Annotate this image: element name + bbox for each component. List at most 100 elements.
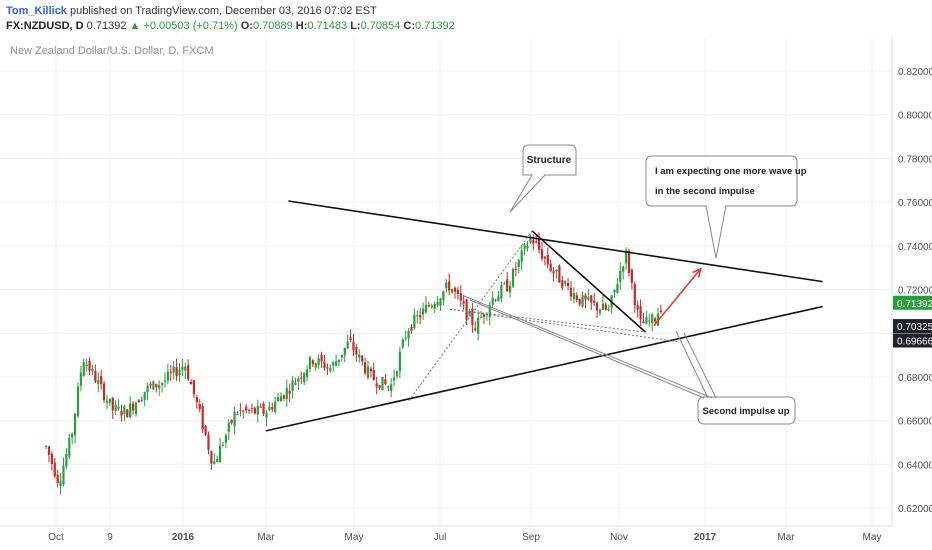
candle-body: [555, 269, 558, 272]
candle-body: [619, 271, 622, 283]
expect-callout-line2: in the second impulse: [655, 186, 755, 197]
candle-body: [221, 444, 225, 446]
symbol-label: FX:NZDUSD, D: [6, 20, 84, 32]
candle-body: [94, 371, 97, 382]
candle-body: [427, 305, 430, 307]
candle-body: [166, 371, 169, 381]
publish-line: Tom_Killick published on TradingView.com…: [6, 5, 377, 17]
candle-body: [276, 397, 280, 402]
candle-body: [239, 410, 242, 412]
candle-body: [366, 366, 370, 378]
candle-body: [349, 337, 352, 341]
candle-body: [175, 367, 178, 377]
candle-body: [593, 300, 596, 303]
x-tick-label: Oct: [48, 532, 64, 543]
low-label: L:: [350, 20, 361, 32]
author-link[interactable]: Tom_Killick: [6, 5, 67, 17]
candle-body: [129, 403, 132, 418]
candle-body: [213, 461, 216, 464]
candle-body: [265, 413, 268, 418]
price-tag-box: [893, 295, 932, 310]
candle-body: [448, 281, 451, 291]
candle-body: [627, 250, 631, 273]
candle-body: [143, 391, 146, 400]
candle-body: [230, 419, 233, 423]
candle-body: [155, 383, 158, 388]
candle-body: [598, 309, 602, 313]
candle-body: [506, 279, 509, 292]
y-tick-label: 0.82000: [898, 67, 932, 78]
trendline-lower: [265, 305, 823, 432]
candle-body: [198, 403, 201, 409]
candle-body: [123, 406, 126, 415]
impulse-pointer-line: [683, 332, 717, 399]
candle-body: [291, 380, 294, 391]
ohlc-line: FX:NZDUSD, D 0.71392 ▲ +0.00503 (+0.71%)…: [6, 20, 455, 32]
x-tick-label: May: [345, 532, 364, 543]
candle-body: [514, 269, 517, 271]
impulse-pointer-line: [675, 330, 709, 399]
y-tick-label: 0.62000: [898, 504, 932, 515]
candle-body: [430, 305, 433, 308]
candle-body: [288, 390, 291, 394]
projection-arrow-head: [692, 267, 702, 278]
candle-body: [537, 239, 541, 250]
candle-body: [346, 341, 349, 349]
candle-body: [361, 355, 364, 362]
candle-body: [587, 297, 590, 300]
candle-body: [569, 287, 573, 297]
candle-body: [363, 362, 367, 374]
candle-body: [117, 406, 120, 409]
dotted-projection-line: [449, 308, 680, 343]
candle-body: [503, 283, 506, 285]
candle-body: [343, 347, 346, 356]
candle-body: [561, 280, 564, 288]
candle-body: [282, 395, 285, 399]
candle-body: [595, 302, 599, 311]
candle-body: [216, 458, 219, 463]
candle-body: [433, 303, 436, 309]
candle-body: [227, 422, 230, 432]
candle-body: [520, 250, 523, 262]
candle-body: [256, 406, 259, 415]
close-value: 0.71392: [415, 20, 455, 32]
candle-body: [651, 314, 654, 324]
candle-body: [305, 369, 309, 377]
candle-body: [91, 369, 94, 372]
candle-body: [624, 250, 628, 264]
candle-body: [601, 303, 604, 310]
candle-body: [337, 359, 341, 363]
candle-body: [210, 451, 213, 464]
candle-body: [294, 382, 297, 385]
candle-body: [62, 465, 65, 485]
candle-body: [236, 413, 239, 415]
candle-body: [659, 310, 662, 312]
price-chart[interactable]: Structure I am expecting one more wave up…: [0, 38, 932, 550]
candle-body: [233, 412, 236, 427]
time-axis[interactable]: Oct 9 2016 Mar May Jul Sep Nov 2017 Mar May: [48, 532, 881, 543]
candle-body: [126, 409, 129, 418]
y-tick-label: 0.74000: [898, 242, 932, 253]
candle-body: [314, 363, 317, 368]
candle-body: [195, 397, 198, 403]
candle-body: [100, 376, 103, 384]
impulse-pointer-line: [463, 295, 713, 399]
candle-body: [407, 330, 410, 339]
candle-body: [253, 407, 256, 414]
candle-body: [317, 358, 320, 365]
candle-body: [445, 282, 448, 289]
candle-body: [622, 266, 625, 272]
candle-body: [259, 406, 262, 408]
x-tick-label: May: [863, 532, 882, 543]
candle-body: [163, 380, 167, 382]
y-tick-label: 0.76000: [898, 198, 932, 209]
candle-body: [192, 380, 196, 395]
candle-body: [578, 299, 581, 305]
candle-body: [372, 370, 375, 381]
candle-body: [44, 446, 48, 448]
candle-body: [642, 321, 645, 324]
impulse-callout-text: Second impulse up: [702, 406, 789, 417]
price-axis[interactable]: 0.82000 0.80000 0.78000 0.76000 0.74000 0.720…: [898, 67, 932, 515]
candle-body: [323, 361, 326, 369]
candle-body: [413, 314, 416, 329]
